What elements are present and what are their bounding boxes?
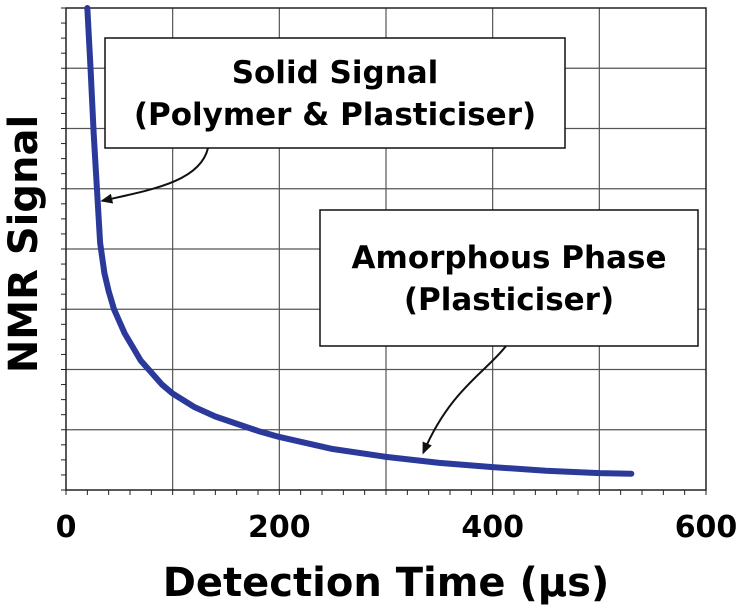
annotation-arrow [100,147,209,204]
x-tick-labels: 0 200 400 600 [56,510,738,545]
annotation-text: Amorphous Phase [352,240,667,276]
x-tick-label: 400 [461,510,524,545]
minor-ticks [61,7,707,495]
y-axis-title: NMR Signal [1,115,47,373]
series-line [84,5,635,477]
x-tick-label: 0 [56,510,77,545]
annotations: Solid Signal (Polymer & Plasticiser) Amorp… [100,37,699,455]
annotation-text: Solid Signal [232,55,439,91]
series-layer [84,5,635,477]
annotation-box [104,37,566,149]
x-tick-label: 200 [248,510,311,545]
x-tick-label: 600 [675,510,738,545]
annotation-arrow [422,345,507,455]
x-axis-title: Detection Time (µs) [163,560,610,606]
annotation-text: (Plasticiser) [404,282,614,318]
annotation-text: (Polymer & Plasticiser) [134,97,536,133]
annotation-box [319,209,699,347]
